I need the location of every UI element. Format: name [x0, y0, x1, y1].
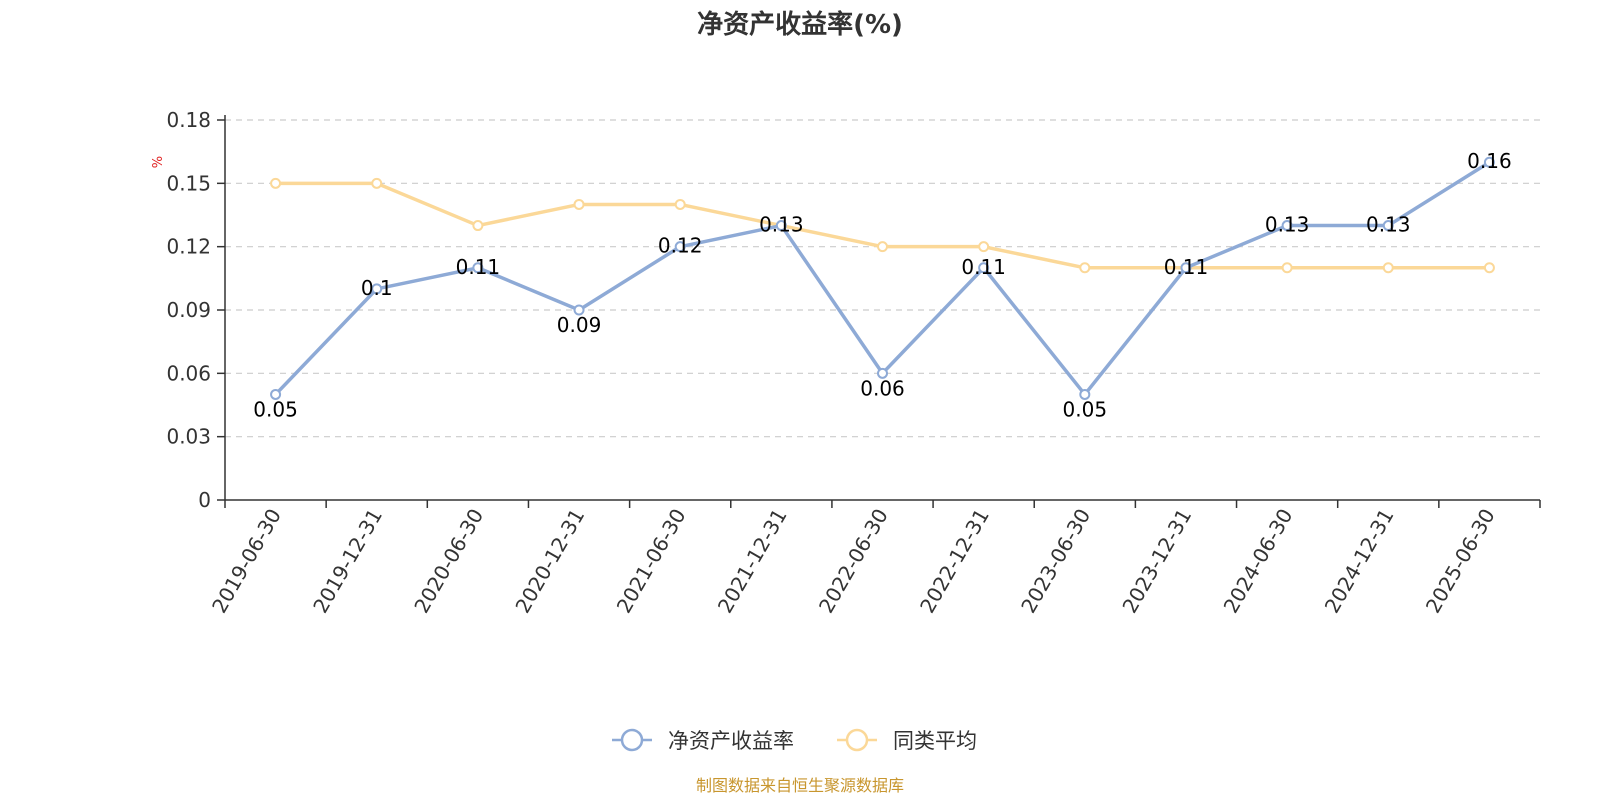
- x-tick-label: 2023-06-30: [1016, 505, 1095, 618]
- roe-data-label: 0.05: [1063, 397, 1108, 421]
- series-1-point: [1483, 262, 1495, 274]
- series-1-point: [472, 220, 484, 232]
- x-tick-label: 2023-12-31: [1117, 505, 1196, 618]
- y-axis-unit-label: %: [151, 156, 166, 168]
- roe-data-label: 0.11: [1164, 255, 1209, 279]
- legend-item-peer-average[interactable]: 同类平均: [837, 728, 977, 753]
- legend-peer-average-label: 同类平均: [893, 729, 977, 753]
- series-1-point: [371, 177, 383, 189]
- series-lines: [270, 156, 1495, 400]
- roe-data-label: 0.13: [1366, 213, 1411, 237]
- x-tick-label: 2021-06-30: [612, 505, 691, 618]
- series-0-point: [270, 388, 282, 400]
- x-tick-label: 2021-12-31: [713, 505, 792, 618]
- x-tick-label: 2019-06-30: [207, 505, 286, 618]
- y-tick-label: 0.09: [166, 298, 211, 322]
- legend[interactable]: 净资产收益率 同类平均: [612, 728, 977, 753]
- series-1-point: [877, 241, 888, 253]
- x-tick-label: 2022-12-31: [915, 504, 994, 617]
- x-tick-label: 2020-12-31: [510, 505, 589, 618]
- roe-data-label: 0.1: [361, 276, 393, 300]
- legend-roe-label: 净资产收益率: [668, 729, 794, 753]
- roe-data-label: 0.09: [557, 313, 602, 337]
- series-1-point: [674, 198, 686, 210]
- series-0-point: [1180, 262, 1192, 274]
- y-tick-label: 0.18: [166, 108, 211, 132]
- y-tick-label: 0: [198, 488, 211, 512]
- series-0-point: [775, 220, 787, 232]
- data-source-note: 制图数据来自恒生聚源数据库: [696, 776, 904, 795]
- y-tick-label: 0.15: [166, 171, 211, 195]
- roe-data-label: 0.13: [759, 213, 804, 237]
- x-tick-label: 2025-06-30: [1421, 505, 1500, 618]
- roe-data-label: 0.12: [658, 234, 703, 258]
- x-tick-label: 2024-06-30: [1219, 505, 1298, 618]
- x-tick-label: 2019-12-31: [308, 505, 387, 618]
- series-0-point: [1483, 156, 1495, 168]
- series-0-point: [1281, 220, 1293, 232]
- series-0-point: [674, 241, 686, 253]
- legend-roe-circle-icon: [620, 728, 644, 752]
- series-0-point: [1382, 220, 1394, 232]
- roe-data-label: 0.11: [456, 255, 501, 279]
- series-1-point: [1382, 262, 1394, 274]
- data-labels: 0.05 0.1 0.11 0.09 0.12 0.13 0.06 0.11 0.05 0.11 0…: [253, 149, 1511, 421]
- roe-data-label: 0.06: [860, 376, 905, 400]
- chart-title: 净资产收益率(%): [697, 9, 903, 40]
- series-1-point: [978, 241, 990, 253]
- roe-data-label: 0.16: [1467, 149, 1512, 173]
- x-tick-label: 2022-06-30: [814, 505, 893, 618]
- roe-data-label: 0.11: [961, 255, 1006, 279]
- x-tick-label: 2024-12-31: [1320, 505, 1399, 618]
- series-0-point: [371, 283, 383, 295]
- series-1-point: [1281, 262, 1293, 274]
- series-0-point: [978, 262, 990, 274]
- series-0-point: [1079, 388, 1091, 400]
- series-1-point: [573, 198, 585, 210]
- roe-data-label: 0.05: [253, 397, 298, 421]
- y-tick-label: 0.06: [166, 361, 211, 385]
- legend-peer-average-circle-icon: [845, 728, 869, 752]
- series-1-point: [1079, 262, 1091, 274]
- roe-data-label: 0.13: [1265, 213, 1310, 237]
- series-1-point: [270, 177, 282, 189]
- series-0-point: [877, 367, 888, 379]
- legend-item-roe[interactable]: 净资产收益率: [612, 728, 794, 753]
- y-tick-label: 0.12: [166, 235, 211, 259]
- x-tick-label: 2020-06-30: [409, 505, 488, 618]
- series-0-point: [573, 304, 585, 316]
- series-0-point: [472, 262, 484, 274]
- y-tick-label: 0.03: [166, 425, 211, 449]
